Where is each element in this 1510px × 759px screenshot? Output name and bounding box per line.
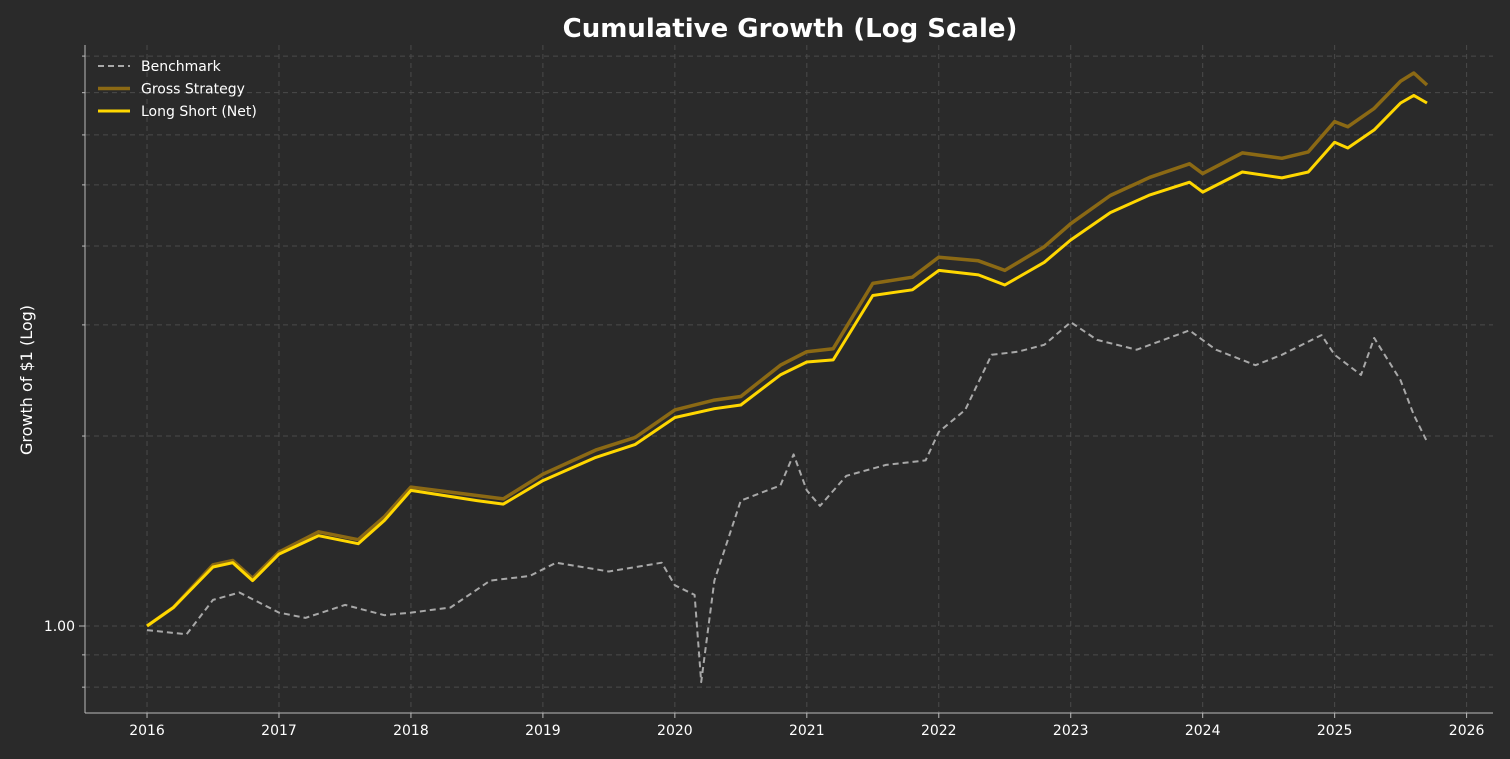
x-tick-label: 2023	[1053, 723, 1089, 739]
legend-label: Long Short (Net)	[141, 104, 257, 120]
legend-label: Benchmark	[141, 59, 222, 75]
legend-label: Gross Strategy	[141, 82, 245, 98]
series-group	[145, 71, 1429, 684]
x-tick-label: 2024	[1185, 723, 1221, 739]
x-tick-label: 2020	[657, 723, 693, 739]
axes: 2016 2017 2018 2019 2020 2021 2022 2023 2024 2025…	[44, 45, 1493, 739]
x-tick-label: 2026	[1449, 723, 1485, 739]
x-tick-label: 2019	[525, 723, 561, 739]
series-line-benchmark	[146, 321, 1428, 684]
series-line-gross-strategy	[145, 71, 1429, 628]
y-axis-label: Growth of $1 (Log)	[17, 305, 36, 455]
y-tick-label: 1.00	[44, 619, 75, 635]
chart-title: Cumulative Growth (Log Scale)	[563, 14, 1018, 44]
x-tick-label: 2022	[921, 723, 957, 739]
x-tick-label: 2025	[1317, 723, 1353, 739]
x-tick-label: 2018	[393, 723, 429, 739]
x-tick-label: 2016	[129, 723, 165, 739]
x-tick-label: 2017	[261, 723, 297, 739]
gridlines	[85, 45, 1493, 713]
x-tick-label: 2021	[789, 723, 825, 739]
legend: Benchmark Gross Strategy Long Short (Net)	[98, 59, 257, 120]
series-line-long-short-net	[146, 93, 1428, 628]
